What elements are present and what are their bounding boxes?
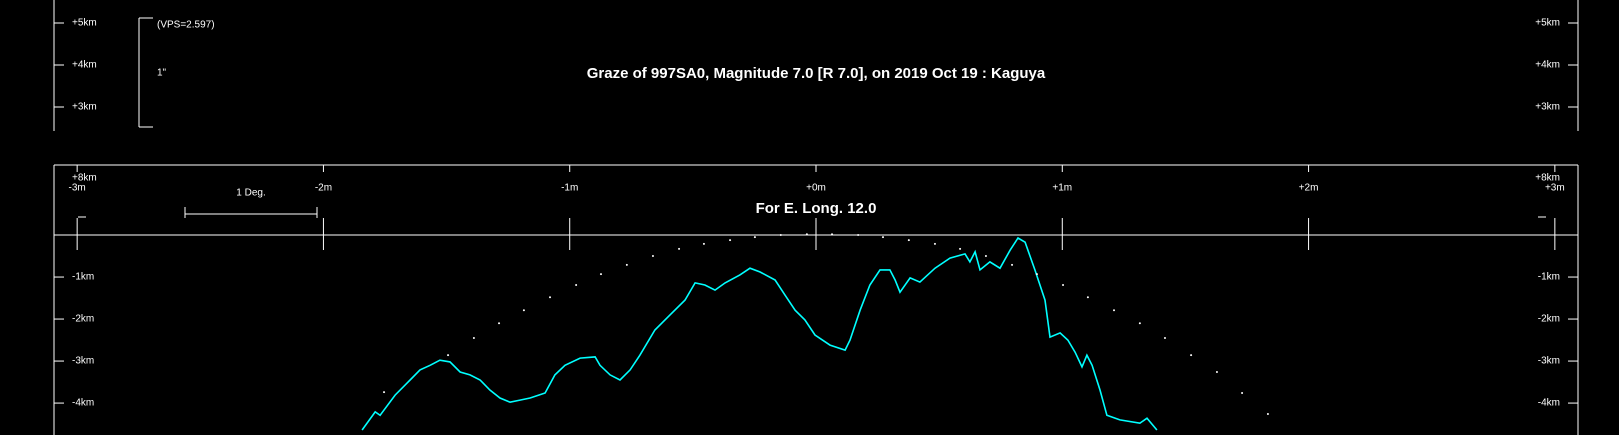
limb-dot <box>984 255 987 258</box>
y-tick-label: +4km <box>1535 60 1560 71</box>
y-tick-label: +3km <box>72 102 97 113</box>
limb-dot <box>522 309 525 312</box>
limb-dot <box>779 234 782 237</box>
limb-dot <box>599 273 602 276</box>
vps-label: (VPS=2.597) <box>157 20 215 31</box>
limb-dot <box>625 263 628 266</box>
limb-dot <box>1190 354 1193 357</box>
limb-dot <box>907 239 910 242</box>
limb-dot <box>1086 296 1089 299</box>
y-tick-label: -1km <box>72 272 94 283</box>
limb-dot <box>831 233 834 236</box>
y-tick-label: -3km <box>1538 356 1560 367</box>
chart-title: Graze of 997SA0, Magnitude 7.0 [R 7.0], … <box>587 65 1046 82</box>
limb-dot <box>549 296 552 299</box>
limb-dot <box>857 234 860 237</box>
plot-area <box>361 233 1269 431</box>
y-tick-label: +3km <box>1535 102 1560 113</box>
limb-dot <box>447 354 450 357</box>
limb-dot <box>651 255 654 258</box>
y-tick-label: -2km <box>1538 314 1560 325</box>
limb-dot <box>1266 412 1269 415</box>
profile-line <box>361 236 1158 431</box>
limb-dot <box>959 247 962 250</box>
x-tick-label: +3m <box>1545 183 1565 194</box>
limb-dot <box>753 236 756 239</box>
x-tick-label: +2m <box>1299 183 1319 194</box>
chart-subtitle: For E. Long. 12.0 <box>756 200 877 217</box>
limb-dot <box>1113 309 1116 312</box>
limb-dot <box>498 322 501 325</box>
y-tick-label: -4km <box>72 398 94 409</box>
limb-dot <box>1138 322 1141 325</box>
limb-dot <box>702 242 705 245</box>
scale-label: 1" <box>157 68 167 79</box>
y-tick-label: +5km <box>1535 18 1560 29</box>
y-tick-label: -2km <box>72 314 94 325</box>
y-tick-label: +4km <box>72 60 97 71</box>
limb-dot <box>383 391 386 394</box>
y-tick-label: +5km <box>72 18 97 29</box>
x-tick-label: -2m <box>315 183 332 194</box>
x-tick-label: +1m <box>1052 183 1072 194</box>
limb-dot <box>1035 273 1038 276</box>
degree-label: 1 Deg. <box>236 188 265 199</box>
x-tick-label: +0m <box>806 183 826 194</box>
limb-dot <box>881 236 884 239</box>
x-tick-label: -3m <box>69 183 86 194</box>
y-tick-label: -1km <box>1538 272 1560 283</box>
y-tick-label: -4km <box>1538 398 1560 409</box>
x-tick-label: -1m <box>561 183 578 194</box>
y-tick-label: -3km <box>72 356 94 367</box>
limb-dot <box>472 336 475 339</box>
limb-dot <box>678 247 681 250</box>
limb-dot <box>1011 263 1014 266</box>
limb-dot <box>805 233 808 236</box>
limb-dot <box>1163 336 1166 339</box>
limb-dot <box>933 242 936 245</box>
limb-dot <box>1241 391 1244 394</box>
limb-dot <box>729 239 732 242</box>
top-axis-label: +8km <box>1535 173 1560 184</box>
limb-dot <box>1062 284 1065 287</box>
top-axis-label: +8km <box>72 173 97 184</box>
limb-dot <box>1215 370 1218 373</box>
limb-dot <box>575 284 578 287</box>
